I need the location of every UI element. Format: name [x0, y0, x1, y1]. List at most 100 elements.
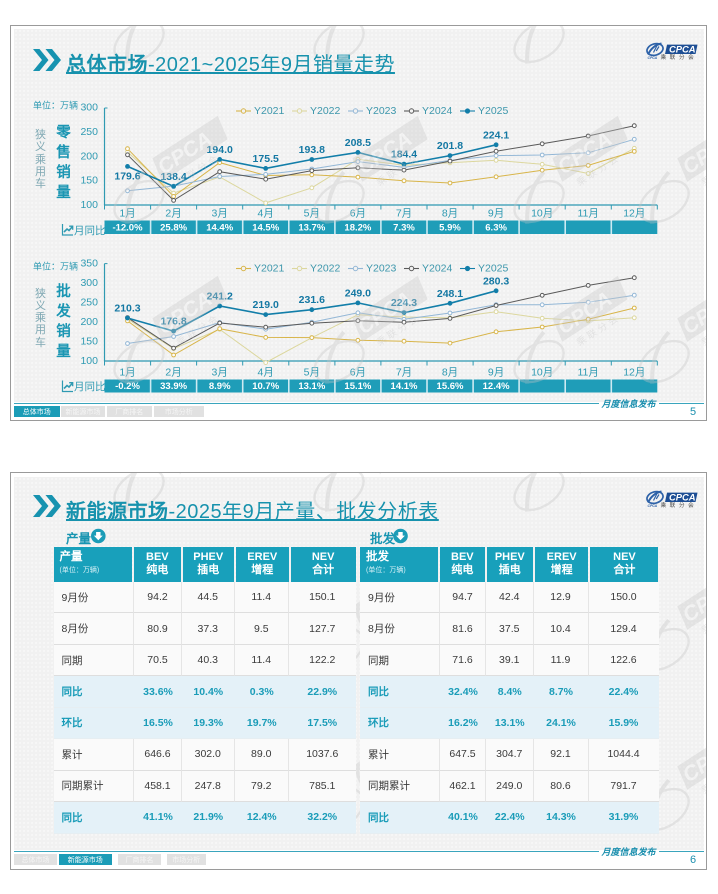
svg-text:CPCA: CPCA — [154, 0, 216, 19]
svg-text:300: 300 — [80, 102, 98, 114]
svg-text:CPCA: CPCA — [554, 0, 616, 19]
svg-text:10月: 10月 — [531, 208, 553, 220]
svg-text:单位：万辆: 单位：万辆 — [33, 261, 78, 272]
svg-text:8月: 8月 — [442, 367, 458, 379]
svg-text:6月: 6月 — [350, 208, 366, 220]
svg-text:8.9%: 8.9% — [209, 381, 231, 392]
svg-text:Y2021: Y2021 — [254, 263, 285, 275]
svg-text:乘联分会: 乘联分会 — [574, 439, 622, 476]
svg-text:15.6%: 15.6% — [437, 381, 464, 392]
svg-text:Y2025: Y2025 — [478, 105, 509, 117]
svg-text:Y2022: Y2022 — [310, 263, 341, 275]
svg-text:13.1%: 13.1% — [298, 381, 325, 392]
svg-text:250: 250 — [80, 297, 98, 309]
svg-text:193.8: 193.8 — [299, 144, 325, 156]
svg-text:184.4: 184.4 — [391, 149, 417, 161]
svg-text:乘联分会: 乘联分会 — [374, 439, 422, 476]
svg-text:12.4%: 12.4% — [483, 381, 510, 392]
svg-text:175.5: 175.5 — [253, 153, 279, 165]
svg-text:138.4: 138.4 — [160, 171, 186, 183]
svg-text:3月: 3月 — [212, 367, 228, 379]
svg-text:15.1%: 15.1% — [344, 381, 371, 392]
svg-text:乘联分会: 乘联分会 — [174, 439, 222, 476]
svg-text:201.8: 201.8 — [437, 140, 463, 152]
svg-text:9月: 9月 — [488, 367, 504, 379]
svg-text:9月: 9月 — [488, 208, 504, 220]
svg-text:10.7%: 10.7% — [252, 381, 279, 392]
svg-text:-12.0%: -12.0% — [112, 222, 143, 233]
svg-text:6月: 6月 — [350, 367, 366, 379]
svg-text:14.1%: 14.1% — [391, 381, 418, 392]
svg-text:200: 200 — [80, 316, 98, 328]
svg-text:231.6: 231.6 — [299, 294, 325, 306]
svg-text:CPCA: CPCA — [354, 0, 416, 19]
svg-text:CPCA: CPCA — [354, 415, 416, 467]
svg-text:5月: 5月 — [304, 367, 320, 379]
svg-text:14.5%: 14.5% — [252, 222, 279, 233]
svg-text:7月: 7月 — [396, 367, 412, 379]
svg-text:194.0: 194.0 — [207, 144, 233, 156]
svg-text:241.2: 241.2 — [207, 291, 233, 303]
svg-text:CPCA: CPCA — [648, 504, 658, 508]
svg-text:Y2023: Y2023 — [366, 105, 397, 117]
svg-text:CPCA: CPCA — [154, 415, 216, 467]
svg-text:33.9%: 33.9% — [160, 381, 187, 392]
svg-text:100: 100 — [80, 355, 98, 367]
svg-text:7.3%: 7.3% — [393, 222, 415, 233]
svg-text:248.1: 248.1 — [437, 288, 463, 300]
svg-text:224.3: 224.3 — [391, 297, 417, 309]
svg-text:CPCA: CPCA — [669, 44, 696, 55]
svg-text:18.2%: 18.2% — [344, 222, 371, 233]
svg-text:Y2024: Y2024 — [422, 105, 453, 117]
svg-text:150: 150 — [80, 175, 98, 187]
svg-text:224.1: 224.1 — [483, 129, 509, 141]
svg-text:200: 200 — [80, 150, 98, 162]
svg-text:6.3%: 6.3% — [485, 222, 507, 233]
svg-text:219.0: 219.0 — [253, 299, 279, 311]
svg-text:100: 100 — [80, 199, 98, 211]
svg-text:乘联分会: 乘联分会 — [174, 0, 222, 29]
svg-text:Y2021: Y2021 — [254, 105, 285, 117]
svg-text:Y2022: Y2022 — [310, 105, 341, 117]
svg-text:350: 350 — [80, 258, 98, 270]
svg-text:2月: 2月 — [165, 208, 181, 220]
svg-text:13.7%: 13.7% — [298, 222, 325, 233]
svg-text:7月: 7月 — [396, 208, 412, 220]
svg-text:Y2025: Y2025 — [478, 263, 509, 275]
svg-text:-0.2%: -0.2% — [115, 381, 140, 392]
svg-text:5月: 5月 — [304, 208, 320, 220]
svg-text:单位：万辆: 单位：万辆 — [33, 100, 78, 111]
svg-text:Y2023: Y2023 — [366, 263, 397, 275]
svg-text:3月: 3月 — [212, 208, 228, 220]
svg-text:4月: 4月 — [258, 208, 274, 220]
svg-text:11月: 11月 — [577, 208, 598, 220]
svg-text:12月: 12月 — [623, 208, 645, 220]
svg-text:4月: 4月 — [258, 367, 274, 379]
svg-text:10月: 10月 — [531, 367, 553, 379]
svg-text:300: 300 — [80, 277, 98, 289]
svg-text:12月: 12月 — [623, 367, 645, 379]
svg-text:11月: 11月 — [577, 367, 598, 379]
svg-text:CPCA: CPCA — [648, 56, 658, 60]
svg-text:2月: 2月 — [165, 367, 181, 379]
svg-text:Y2024: Y2024 — [422, 263, 453, 275]
svg-text:25.8%: 25.8% — [160, 222, 187, 233]
svg-text:1月: 1月 — [119, 208, 135, 220]
svg-text:8月: 8月 — [442, 208, 458, 220]
svg-text:210.3: 210.3 — [114, 303, 140, 315]
svg-text:208.5: 208.5 — [345, 137, 371, 149]
svg-text:150: 150 — [80, 336, 98, 348]
svg-text:176.8: 176.8 — [160, 316, 186, 328]
svg-text:乘联分会: 乘联分会 — [374, 0, 422, 29]
svg-text:CPCA: CPCA — [554, 415, 616, 467]
svg-text:14.4%: 14.4% — [206, 222, 233, 233]
svg-text:5.9%: 5.9% — [439, 222, 461, 233]
svg-text:250: 250 — [80, 126, 98, 138]
svg-text:乘联分会: 乘联分会 — [661, 501, 698, 509]
svg-text:乘联分会: 乘联分会 — [661, 53, 698, 61]
svg-text:1月: 1月 — [119, 367, 135, 379]
svg-text:乘联分会: 乘联分会 — [574, 0, 622, 29]
svg-text:179.6: 179.6 — [114, 170, 140, 182]
svg-text:CPCA: CPCA — [669, 492, 696, 503]
svg-text:280.3: 280.3 — [483, 275, 509, 287]
